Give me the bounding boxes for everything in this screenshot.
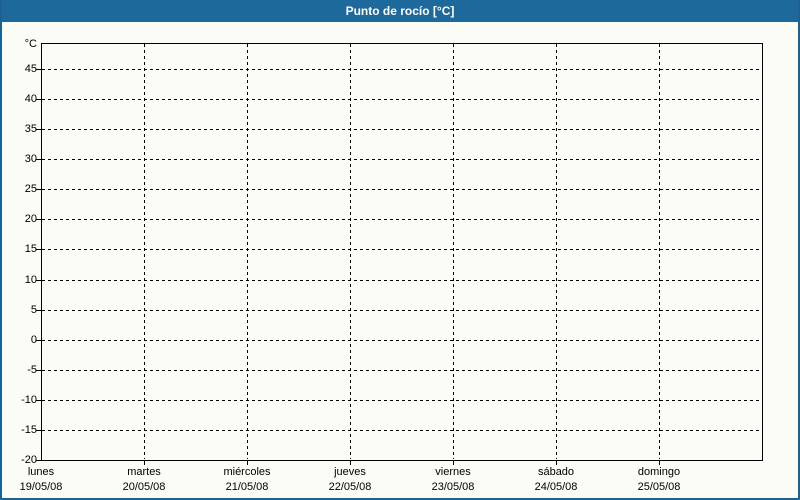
y-axis-tick: [36, 99, 41, 100]
h-gridline: [42, 280, 761, 281]
x-day-label: viernes: [435, 466, 471, 478]
v-gridline: [453, 44, 454, 459]
y-tick-label: 5: [30, 304, 37, 316]
y-tick-label: 20: [24, 213, 37, 225]
y-tick-label: 0: [30, 334, 37, 346]
h-gridline: [42, 99, 761, 100]
y-tick-label: 35: [24, 123, 37, 135]
x-axis-tick: [350, 461, 351, 465]
x-axis-tick: [556, 461, 557, 465]
v-gridline: [350, 44, 351, 459]
h-gridline: [42, 69, 761, 70]
x-day-label: jueves: [334, 466, 366, 478]
v-gridline: [556, 44, 557, 459]
x-date-label: 24/05/08: [534, 481, 578, 493]
y-axis-tick: [36, 189, 41, 190]
y-tick-label: 15: [24, 243, 37, 255]
h-gridline: [42, 189, 761, 190]
x-day-label: domingo: [637, 466, 681, 478]
h-gridline: [42, 249, 761, 250]
y-tick-label: -5: [27, 364, 37, 376]
h-gridline: [42, 159, 761, 160]
x-day-label: sábado: [537, 466, 575, 478]
y-axis-tick: [36, 159, 41, 160]
y-axis-tick: [36, 430, 41, 431]
y-axis-tick: [36, 249, 41, 250]
y-axis-tick: [36, 370, 41, 371]
y-tick-label: 10: [24, 274, 37, 286]
x-date-label: 22/05/08: [328, 481, 372, 493]
y-axis-tick: [36, 280, 41, 281]
y-axis-tick: [36, 400, 41, 401]
y-axis-tick: [36, 340, 41, 341]
y-axis-tick: [36, 310, 41, 311]
plot-area: [41, 43, 763, 461]
h-gridline: [42, 129, 761, 130]
y-tick-label: 45: [24, 63, 37, 75]
chart-area: °C 45 40 35 30 25 20 15 10 5 0 -5 -10 -15 -20 lunes 19/…: [2, 22, 798, 498]
h-gridline: [42, 430, 761, 431]
h-gridline: [42, 400, 761, 401]
h-gridline: [42, 219, 761, 220]
y-tick-label: 40: [24, 93, 37, 105]
x-day-label: martes: [127, 466, 161, 478]
v-gridline: [659, 44, 660, 459]
y-axis-tick: [36, 129, 41, 130]
y-tick-label: -10: [21, 394, 37, 406]
chart-title: Punto de rocío [°C]: [345, 4, 455, 18]
h-gridline: [42, 310, 761, 311]
y-tick-label: -15: [21, 424, 37, 436]
title-bar: Punto de rocío [°C]: [2, 0, 798, 22]
y-tick-label: 30: [24, 153, 37, 165]
x-date-label: 21/05/08: [225, 481, 269, 493]
v-gridline: [144, 44, 145, 459]
y-axis-unit-label: °C: [24, 38, 37, 50]
y-axis-tick: [36, 219, 41, 220]
x-axis-tick: [144, 461, 145, 465]
h-gridline: [42, 340, 761, 341]
h-gridline: [42, 370, 761, 371]
y-axis-tick: [36, 460, 41, 461]
x-date-label: 25/05/08: [637, 481, 681, 493]
x-date-label: 19/05/08: [19, 481, 63, 493]
x-date-label: 20/05/08: [122, 481, 166, 493]
v-gridline: [247, 44, 248, 459]
x-axis-tick: [247, 461, 248, 465]
x-axis-tick: [659, 461, 660, 465]
x-axis-tick: [453, 461, 454, 465]
x-date-label: 23/05/08: [431, 481, 475, 493]
x-day-label: lunes: [27, 466, 55, 478]
y-tick-label: -20: [21, 454, 37, 466]
y-tick-label: 25: [24, 183, 37, 195]
y-axis-tick: [36, 69, 41, 70]
x-day-label: miércoles: [223, 466, 271, 478]
